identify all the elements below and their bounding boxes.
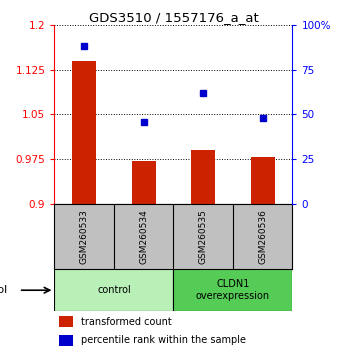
Text: GSM260536: GSM260536 [258,209,267,264]
Bar [191,150,215,204]
Text: GSM260535: GSM260535 [199,209,208,264]
Bar [173,269,292,312]
Text: CLDN1
overexpression: CLDN1 overexpression [196,279,270,301]
Bar [251,157,274,204]
Text: protocol: protocol [0,285,7,295]
Text: GSM260534: GSM260534 [139,209,148,264]
Text: GSM260533: GSM260533 [80,209,89,264]
Title: GDS3510 / 1557176_a_at: GDS3510 / 1557176_a_at [88,11,258,24]
Text: control: control [97,285,131,295]
Text: percentile rank within the sample: percentile rank within the sample [81,335,245,345]
Bar [72,61,96,204]
Text: transformed count: transformed count [81,316,171,326]
Bar [59,335,73,346]
Bar [59,316,73,327]
Bar [54,269,173,312]
Bar [132,161,155,204]
